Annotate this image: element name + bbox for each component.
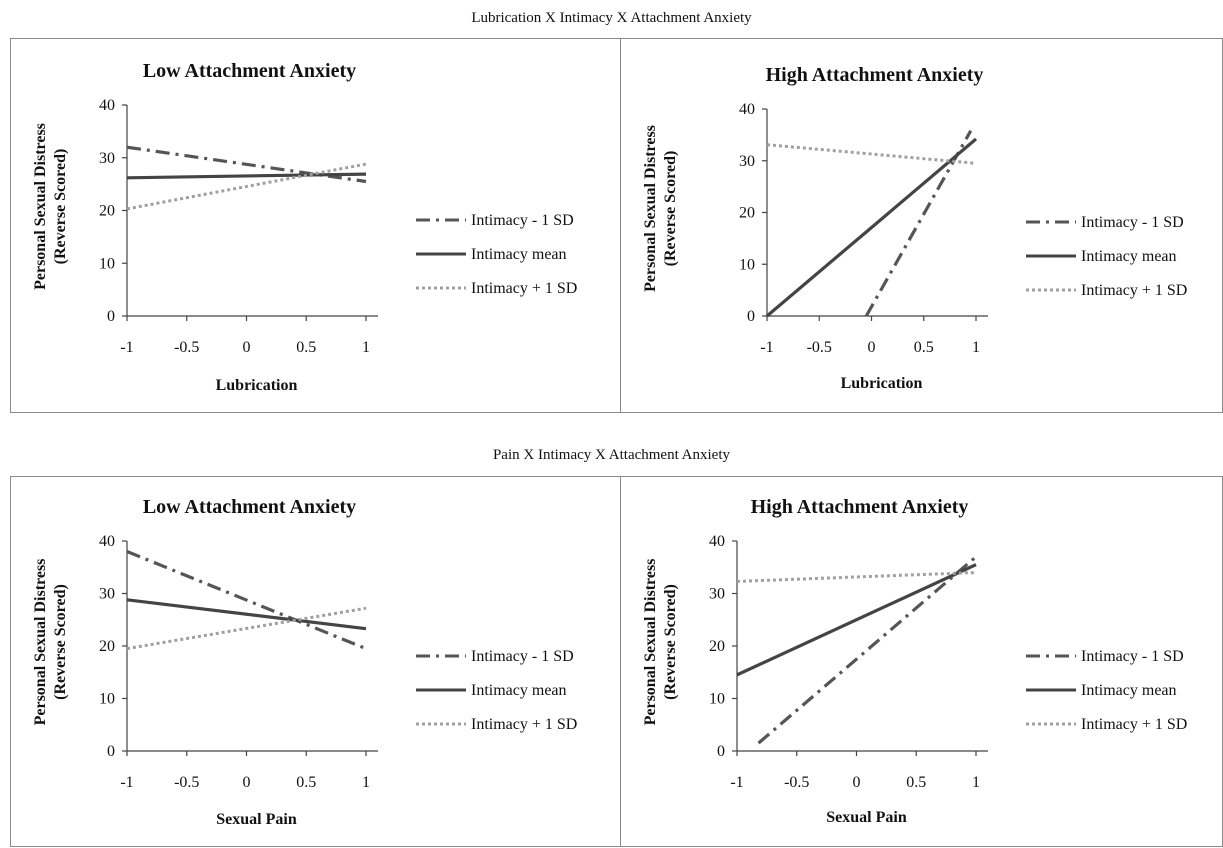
y-tick-label: 0 — [107, 743, 115, 760]
section-title-lubrication: Lubrication X Intimacy X Attachment Anxi… — [471, 10, 752, 26]
legend-label: Intimacy - 1 SD — [471, 648, 574, 665]
chart-title: High Attachment Anxiety — [766, 64, 984, 86]
series-line-dashdot — [126, 550, 367, 651]
y-tick-label: 0 — [747, 308, 755, 325]
y-tick-label: 0 — [717, 743, 725, 760]
y-axis-label: (Reverse Scored) — [52, 149, 69, 265]
x-tick-label: 0 — [853, 774, 861, 791]
x-tick-label: 0 — [243, 774, 251, 791]
chart-pain-low-anxiety: Low Attachment Anxiety 0 10 20 30 40 -1 -0.5 0 0.… — [32, 496, 577, 828]
x-tick-label: 0.5 — [914, 339, 934, 356]
legend-label: Intimacy - 1 SD — [1081, 214, 1184, 231]
y-tick-label: 10 — [739, 256, 755, 273]
y-tick-label: 20 — [99, 638, 115, 655]
chart-lubrication-low-anxiety: Low Attachment Anxiety 0 10 20 30 40 -1 -0.5 0 0.… — [32, 60, 577, 394]
legend-label: Intimacy + 1 SD — [471, 280, 577, 297]
legend-label: Intimacy + 1 SD — [471, 716, 577, 733]
x-tick-label: 1 — [972, 339, 980, 356]
y-tick-label: 10 — [99, 691, 115, 708]
y-axis-label: Personal Sexual Distress — [32, 123, 49, 290]
y-tick-label: 10 — [99, 255, 115, 272]
x-tick-label: 0.5 — [296, 339, 316, 356]
x-axis-label: Lubrication — [216, 377, 298, 394]
y-tick-label: 40 — [99, 97, 115, 114]
panel-pain-high: High Attachment Anxiety 0 10 20 30 40 -1 -0.5 0 0… — [620, 476, 1223, 847]
y-tick-label: 30 — [99, 586, 115, 603]
y-axis-label: Personal Sexual Distress — [642, 559, 659, 726]
x-tick-label: -0.5 — [174, 339, 199, 356]
series-line-dotted — [766, 143, 977, 165]
chart-lubrication-high-anxiety: High Attachment Anxiety 0 10 20 30 40 -1 -0.5 0 0… — [642, 64, 1187, 392]
y-tick-label: 20 — [99, 203, 115, 220]
panel-lubrication-high: High Attachment Anxiety 0 10 20 30 40 -1 -0.5 0 0… — [620, 38, 1223, 413]
series-line-dotted — [736, 571, 977, 583]
series-line-dashdot — [757, 555, 978, 745]
x-axis-label: Sexual Pain — [826, 809, 907, 826]
y-tick-label: 20 — [739, 205, 755, 222]
legend-label: Intimacy - 1 SD — [471, 212, 574, 229]
y-tick-label: 20 — [709, 638, 725, 655]
panel-lubrication-low: Low Attachment Anxiety 0 10 20 30 40 -1 -0.5 0 0.… — [10, 38, 621, 413]
series-line-solid — [126, 598, 367, 631]
legend-label: Intimacy - 1 SD — [1081, 648, 1184, 665]
y-tick-label: 40 — [709, 533, 725, 550]
series-line-dotted — [126, 162, 367, 211]
x-tick-label: -1 — [120, 339, 133, 356]
x-tick-label: 0.5 — [906, 774, 926, 791]
x-tick-label: 1 — [972, 774, 980, 791]
x-tick-label: -1 — [120, 774, 133, 791]
legend-label: Intimacy + 1 SD — [1081, 282, 1187, 299]
y-axis-label: (Reverse Scored) — [52, 584, 69, 700]
x-tick-label: 0 — [868, 339, 876, 356]
y-tick-label: 10 — [709, 691, 725, 708]
x-tick-label: 0.5 — [296, 774, 316, 791]
x-tick-label: -0.5 — [807, 339, 832, 356]
y-axis-label: (Reverse Scored) — [662, 151, 679, 267]
x-axis-label: Lubrication — [841, 375, 923, 392]
chart-title: High Attachment Anxiety — [751, 496, 969, 518]
legend-label: Intimacy + 1 SD — [1081, 716, 1187, 733]
chart-title: Low Attachment Anxiety — [143, 60, 356, 82]
y-tick-label: 30 — [739, 153, 755, 170]
y-tick-label: 30 — [99, 150, 115, 167]
x-tick-label: 0 — [243, 339, 251, 356]
x-tick-label: -0.5 — [174, 774, 199, 791]
y-tick-label: 30 — [709, 586, 725, 603]
y-axis-label: Personal Sexual Distress — [642, 125, 659, 292]
legend-label: Intimacy mean — [471, 682, 567, 699]
y-axis-label: Personal Sexual Distress — [32, 559, 49, 726]
series-line-solid — [126, 172, 367, 180]
y-tick-label: 40 — [99, 533, 115, 550]
chart-pain-high-anxiety: High Attachment Anxiety 0 10 20 30 40 -1 -0.5 0 0… — [642, 496, 1187, 826]
panel-pain-low: Low Attachment Anxiety 0 10 20 30 40 -1 -0.5 0 0.… — [10, 476, 621, 847]
y-tick-label: 40 — [739, 101, 755, 118]
y-axis-label: (Reverse Scored) — [662, 584, 679, 700]
x-tick-label: -1 — [760, 339, 773, 356]
series-line-solid — [736, 563, 977, 677]
series-line-solid — [765, 137, 978, 318]
y-tick-label: 0 — [107, 308, 115, 325]
section-title-pain: Pain X Intimacy X Attachment Anxiety — [492, 447, 731, 463]
x-tick-label: 1 — [362, 339, 370, 356]
x-tick-label: 1 — [362, 774, 370, 791]
legend-label: Intimacy mean — [471, 246, 567, 263]
series-line-dashdot — [126, 145, 367, 184]
x-axis-label: Sexual Pain — [216, 811, 297, 828]
series-line-dotted — [126, 606, 367, 651]
chart-title: Low Attachment Anxiety — [143, 496, 356, 518]
legend-label: Intimacy mean — [1081, 248, 1177, 265]
x-tick-label: -0.5 — [784, 774, 809, 791]
x-tick-label: -1 — [730, 774, 743, 791]
legend-label: Intimacy mean — [1081, 682, 1177, 699]
